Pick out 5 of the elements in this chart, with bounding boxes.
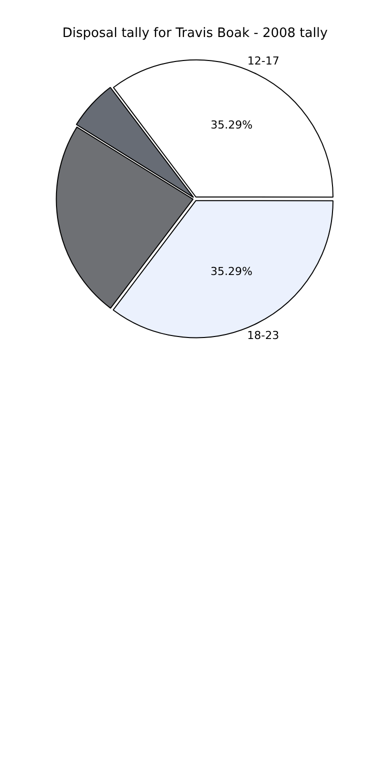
slice-label: 18-23 <box>247 328 280 342</box>
data-label: 35.29% <box>210 265 252 278</box>
data-label: 35.29% <box>210 118 253 132</box>
chart-title: Disposal tally for Travis Boak - 2008 tally <box>62 26 328 42</box>
slice-label: 12-17 <box>247 54 280 68</box>
